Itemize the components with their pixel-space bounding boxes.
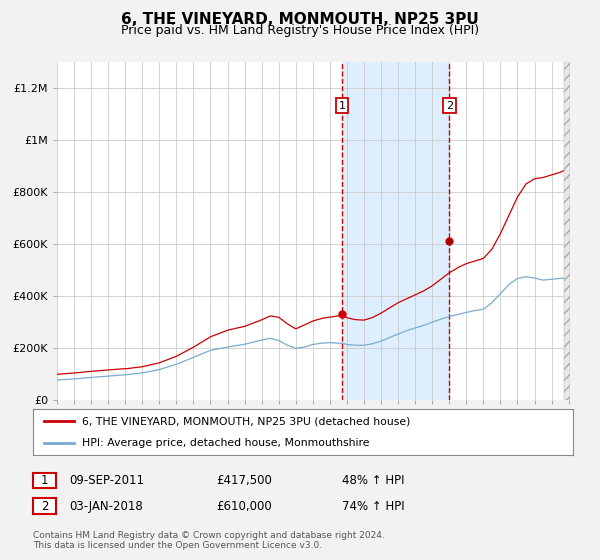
Text: 2: 2 bbox=[446, 101, 453, 111]
Text: 2: 2 bbox=[41, 500, 48, 513]
Text: 74% ↑ HPI: 74% ↑ HPI bbox=[342, 500, 404, 513]
Text: £610,000: £610,000 bbox=[216, 500, 272, 513]
Text: 09-SEP-2011: 09-SEP-2011 bbox=[69, 474, 144, 487]
Text: Contains HM Land Registry data © Crown copyright and database right 2024.
This d: Contains HM Land Registry data © Crown c… bbox=[33, 531, 385, 550]
Text: Price paid vs. HM Land Registry's House Price Index (HPI): Price paid vs. HM Land Registry's House … bbox=[121, 24, 479, 37]
Text: 1: 1 bbox=[41, 474, 48, 487]
Text: 6, THE VINEYARD, MONMOUTH, NP25 3PU: 6, THE VINEYARD, MONMOUTH, NP25 3PU bbox=[121, 12, 479, 27]
Text: HPI: Average price, detached house, Monmouthshire: HPI: Average price, detached house, Monm… bbox=[82, 438, 369, 448]
Text: 6, THE VINEYARD, MONMOUTH, NP25 3PU (detached house): 6, THE VINEYARD, MONMOUTH, NP25 3PU (det… bbox=[82, 416, 410, 426]
Text: 03-JAN-2018: 03-JAN-2018 bbox=[69, 500, 143, 513]
Bar bbox=[342, 62, 449, 400]
Text: £417,500: £417,500 bbox=[216, 474, 272, 487]
Text: 48% ↑ HPI: 48% ↑ HPI bbox=[342, 474, 404, 487]
Bar bbox=[564, 62, 570, 400]
Text: 1: 1 bbox=[338, 101, 346, 111]
